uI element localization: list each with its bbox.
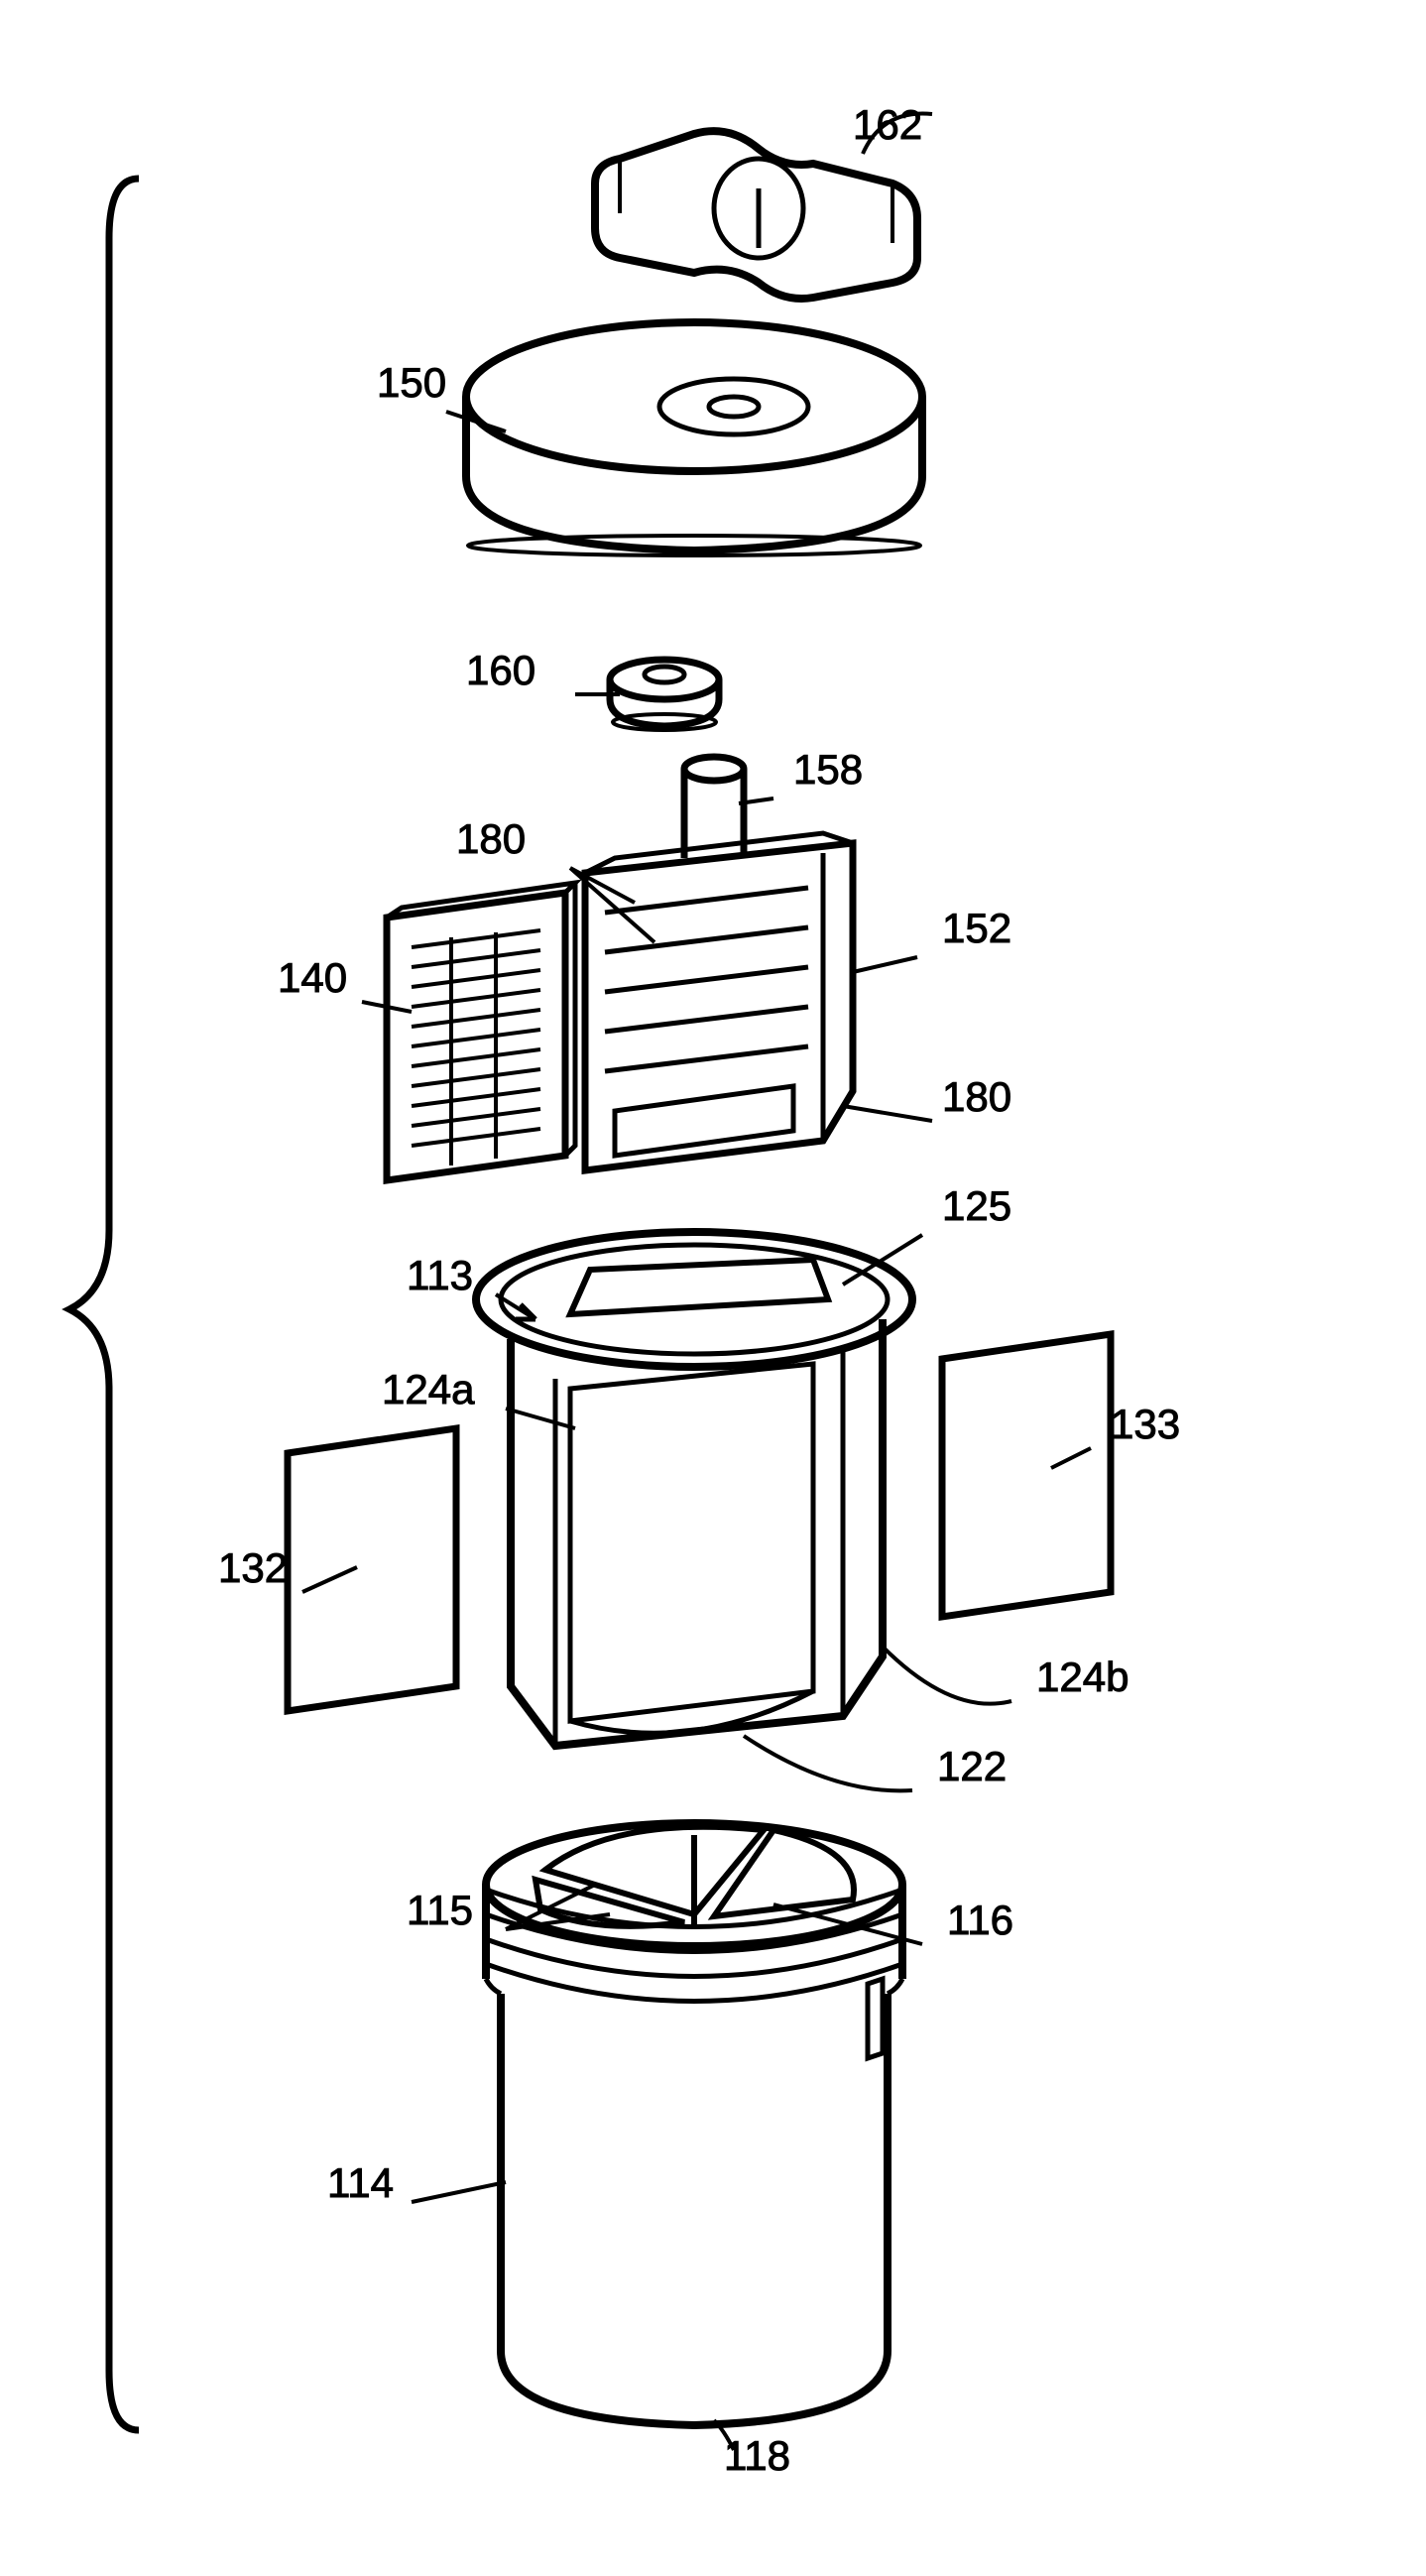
label-grille: 140: [278, 954, 347, 1001]
label-cap: 150: [377, 359, 446, 406]
label-shelves: 180: [456, 815, 526, 862]
label-stem: 158: [793, 746, 863, 793]
label-frame: 122: [937, 1743, 1007, 1789]
patent-figure: 162 150 160 158 180 180 152 140 113 125 …: [20, 20, 1406, 2556]
label-slots: 115: [407, 1887, 473, 1933]
panel-right-part: [942, 1334, 1111, 1617]
label-window-a: 124a: [382, 1366, 475, 1412]
bushing-part: [610, 660, 719, 730]
label-canister: 114: [327, 2159, 394, 2206]
label-base: 118: [724, 2432, 790, 2479]
cap-part: [466, 322, 922, 555]
grille-part: [387, 883, 575, 1180]
label-arrow: 113: [407, 1252, 473, 1298]
label-handle: 162: [853, 101, 922, 148]
canister-part: [486, 1823, 902, 2425]
frame-part: [476, 1232, 912, 1746]
label-bushing: 160: [466, 647, 535, 693]
label-divider: 116: [947, 1897, 1013, 1943]
bracket-part: [585, 833, 853, 1170]
label-shelves2: 180: [942, 1073, 1011, 1120]
label-window-b: 124b: [1036, 1654, 1129, 1700]
left-brace: [69, 179, 139, 2430]
label-panel-left: 132: [218, 1544, 288, 1591]
label-rim: 125: [942, 1182, 1011, 1229]
labels-group: 162 150 160 158 180 180 152 140 113 125 …: [218, 101, 1180, 2479]
panel-left-part: [288, 1428, 456, 1711]
handle-part: [595, 131, 917, 299]
label-panel-right: 133: [1111, 1401, 1180, 1447]
label-bracket: 152: [942, 905, 1011, 951]
